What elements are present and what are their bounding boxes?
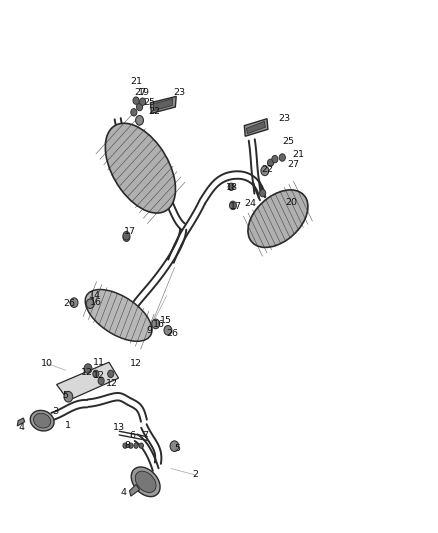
Polygon shape — [130, 484, 140, 496]
Polygon shape — [150, 96, 176, 114]
Circle shape — [261, 166, 269, 175]
Polygon shape — [153, 99, 173, 111]
Text: 4: 4 — [121, 488, 127, 497]
Circle shape — [108, 370, 114, 377]
Circle shape — [170, 441, 179, 451]
Text: 15: 15 — [160, 316, 172, 325]
Circle shape — [272, 156, 278, 163]
Ellipse shape — [30, 410, 54, 431]
Circle shape — [230, 201, 237, 209]
Text: 21: 21 — [293, 150, 304, 159]
Text: 14: 14 — [88, 291, 101, 300]
Ellipse shape — [131, 467, 160, 497]
Circle shape — [152, 319, 159, 329]
Text: 23: 23 — [279, 114, 290, 123]
Text: 23: 23 — [173, 87, 186, 96]
Text: 10: 10 — [41, 359, 53, 368]
Text: 27: 27 — [134, 87, 146, 96]
Text: 7: 7 — [142, 431, 148, 440]
Circle shape — [131, 109, 137, 116]
Text: 24: 24 — [244, 199, 256, 208]
Circle shape — [260, 189, 266, 197]
Text: 6: 6 — [130, 431, 135, 440]
Circle shape — [228, 183, 234, 190]
Circle shape — [123, 443, 127, 448]
Circle shape — [136, 116, 144, 125]
Text: 20: 20 — [285, 198, 297, 207]
Text: 9: 9 — [146, 326, 152, 335]
Circle shape — [279, 154, 286, 161]
Circle shape — [123, 231, 130, 240]
Polygon shape — [17, 418, 25, 426]
Circle shape — [140, 98, 146, 106]
Text: 16: 16 — [90, 298, 102, 307]
Circle shape — [137, 103, 143, 111]
Text: 16: 16 — [153, 320, 165, 329]
Text: 18: 18 — [226, 183, 238, 192]
Circle shape — [134, 443, 138, 448]
Text: 22: 22 — [261, 165, 273, 174]
Circle shape — [93, 370, 99, 377]
Text: 8: 8 — [124, 441, 131, 450]
Ellipse shape — [135, 471, 156, 492]
Ellipse shape — [85, 289, 152, 341]
Ellipse shape — [105, 123, 176, 213]
Circle shape — [98, 377, 104, 384]
Polygon shape — [57, 362, 119, 400]
Text: 21: 21 — [130, 77, 142, 86]
Text: 25: 25 — [143, 98, 155, 107]
Text: 19: 19 — [138, 87, 150, 96]
Circle shape — [123, 233, 130, 241]
Circle shape — [139, 443, 144, 448]
Circle shape — [164, 326, 172, 335]
Polygon shape — [247, 122, 265, 134]
Text: 22: 22 — [148, 107, 160, 116]
Text: 17: 17 — [230, 203, 242, 212]
Circle shape — [86, 299, 94, 309]
Text: 13: 13 — [113, 423, 126, 432]
Circle shape — [70, 298, 78, 308]
Circle shape — [64, 391, 73, 402]
Text: 12: 12 — [106, 379, 118, 388]
Text: 12: 12 — [81, 368, 93, 377]
Circle shape — [133, 97, 139, 104]
Text: 12: 12 — [130, 359, 142, 368]
Text: 26: 26 — [166, 329, 178, 338]
Text: 4: 4 — [19, 423, 25, 432]
Text: 3: 3 — [52, 407, 58, 416]
Text: 5: 5 — [174, 445, 180, 454]
Text: 11: 11 — [93, 358, 105, 367]
Text: 27: 27 — [287, 160, 299, 169]
Text: 17: 17 — [124, 228, 135, 237]
Text: 5: 5 — [62, 391, 68, 400]
Text: 25: 25 — [282, 137, 294, 146]
Text: 26: 26 — [64, 299, 76, 308]
Text: 1: 1 — [65, 422, 71, 431]
Ellipse shape — [34, 413, 51, 428]
Circle shape — [84, 364, 92, 373]
Polygon shape — [244, 119, 268, 136]
Text: 2: 2 — [192, 471, 198, 479]
Text: 12: 12 — [93, 371, 105, 380]
Ellipse shape — [248, 190, 308, 247]
Circle shape — [268, 159, 274, 166]
Circle shape — [129, 443, 133, 448]
